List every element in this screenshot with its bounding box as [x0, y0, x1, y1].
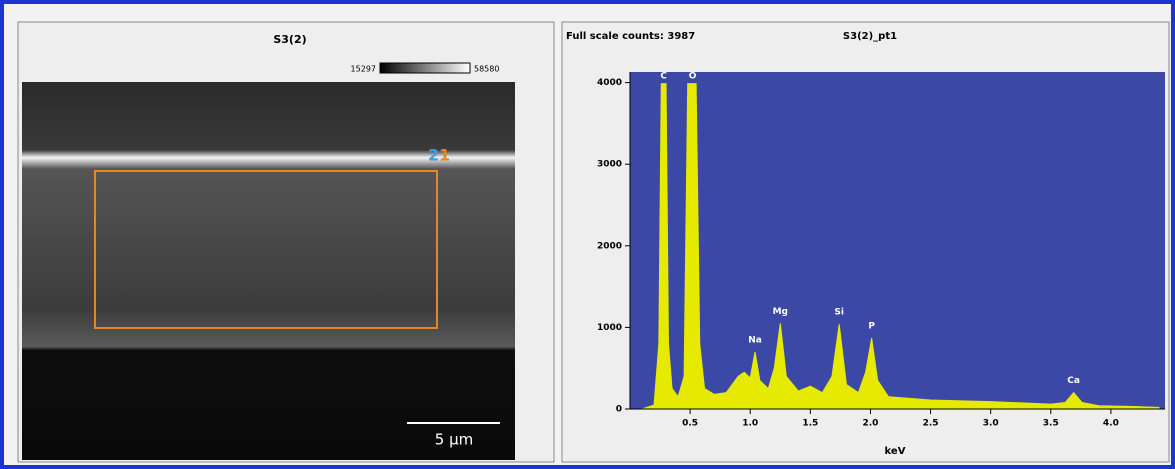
x-axis-label: keV: [885, 446, 906, 457]
chart-subtitle: Full scale counts: 3987: [566, 31, 695, 42]
y-tick-label: 4000: [597, 78, 622, 88]
y-tick-label: 0: [616, 405, 622, 415]
y-tick-label: 3000: [597, 160, 622, 170]
peak-label: Si: [834, 308, 844, 318]
x-tick-label: 1.0: [742, 419, 758, 429]
spectrum: [641, 83, 1160, 410]
x-tick-label: 3.0: [983, 419, 999, 429]
selection-box: [94, 170, 438, 329]
peak-label: Mg: [773, 307, 788, 317]
peak-label: C: [660, 72, 667, 82]
chart-title: S3(2)_pt1: [843, 31, 897, 42]
x-tick-label: 1.5: [802, 419, 818, 429]
y-tick-label: 2000: [597, 241, 622, 251]
y-tick-label: 1000: [597, 323, 622, 333]
colorbar-max: 58580: [474, 65, 499, 74]
marker: 1: [439, 146, 450, 165]
scale-bar-label: 5 µm: [435, 431, 473, 449]
x-tick-label: 4.0: [1103, 419, 1119, 429]
peak-label: P: [868, 322, 875, 332]
colorbar: [379, 62, 471, 74]
image-title: S3(2): [273, 33, 306, 46]
sem-image: [22, 82, 515, 460]
x-tick-label: 0.5: [682, 419, 698, 429]
peak-label: Ca: [1067, 376, 1080, 386]
x-tick-label: 3.5: [1043, 419, 1059, 429]
colorbar-min: 15297: [351, 65, 376, 74]
marker: 2: [428, 146, 439, 165]
x-tick-label: 2.5: [923, 419, 939, 429]
peak-label: O: [689, 72, 697, 82]
x-tick-label: 2.0: [862, 419, 878, 429]
plot-area: [630, 72, 1165, 409]
peak-label: Na: [748, 335, 762, 345]
